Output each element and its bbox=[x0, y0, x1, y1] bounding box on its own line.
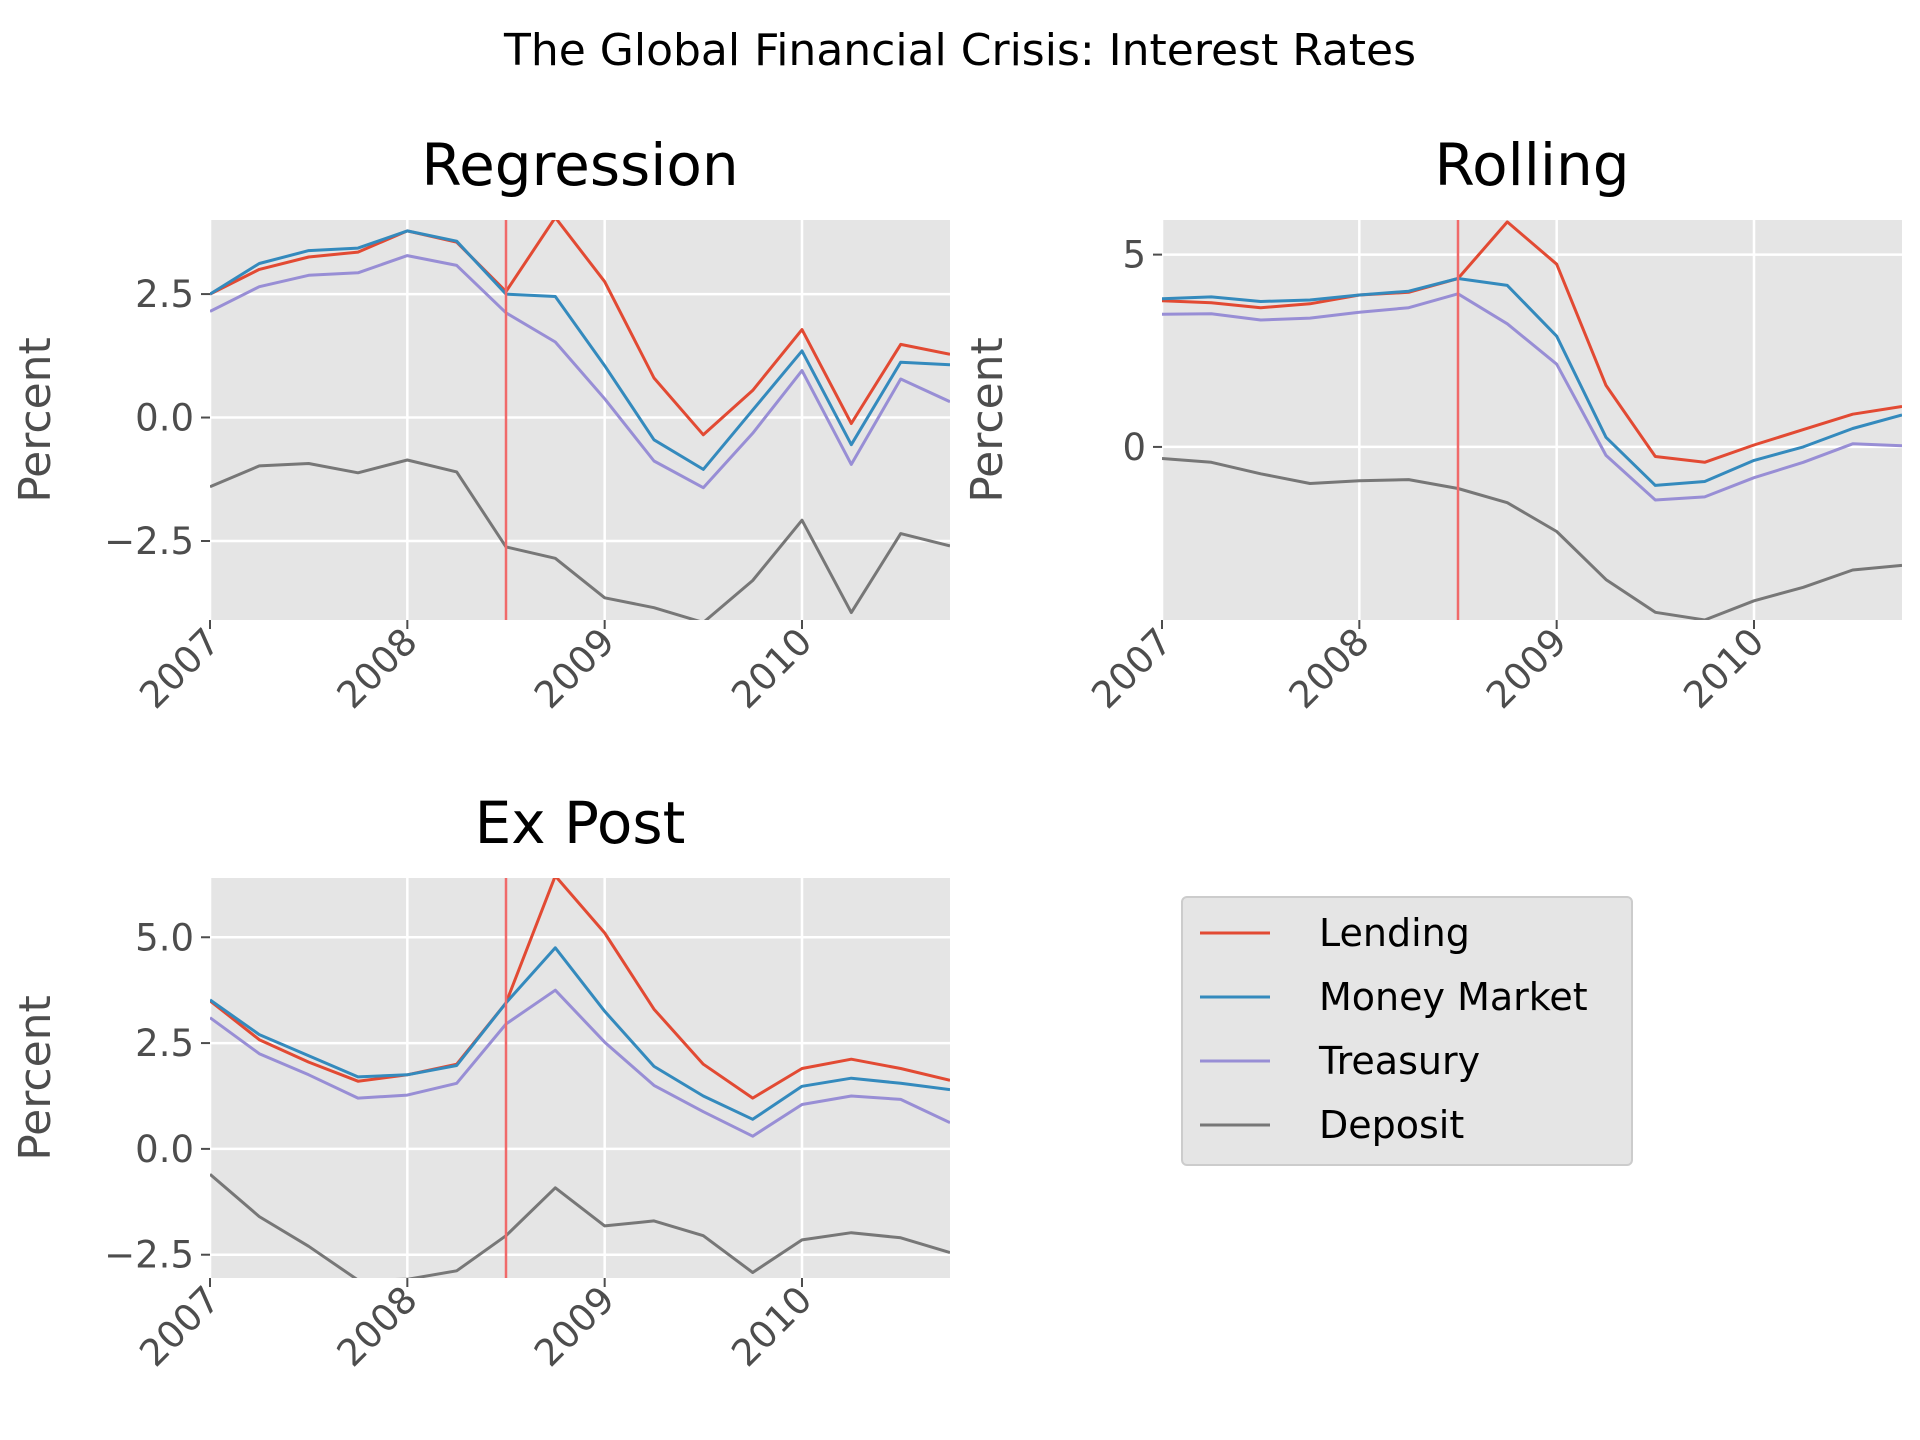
legend-item-money-market: Money Market bbox=[1200, 975, 1588, 1019]
y-axis-label: Percent bbox=[10, 337, 61, 503]
x-tick-label: 2008 bbox=[1281, 620, 1378, 717]
x-tick-label: 2007 bbox=[131, 1278, 228, 1375]
series-line-deposit bbox=[1162, 457, 1902, 620]
series-line-lending bbox=[1162, 220, 1902, 464]
legend: Lending Money Market Treasury Deposit bbox=[1181, 896, 1633, 1166]
series-line-treasury bbox=[210, 254, 950, 490]
panel-title: Rolling bbox=[1434, 131, 1629, 199]
x-tick-label: 2008 bbox=[329, 620, 426, 717]
x-tick-label: 2010 bbox=[1675, 620, 1772, 717]
legend-label: Deposit bbox=[1319, 1103, 1464, 1147]
plot-area bbox=[1162, 220, 1902, 620]
series-group bbox=[210, 220, 950, 620]
legend-item-lending: Lending bbox=[1200, 911, 1470, 955]
legend-frame bbox=[1181, 896, 1633, 1166]
y-tick-label: 2.5 bbox=[135, 1022, 194, 1065]
x-tick-label: 2010 bbox=[723, 1278, 820, 1375]
y-axis-label: Percent bbox=[962, 337, 1013, 503]
series-line-deposit bbox=[210, 458, 950, 620]
y-tick-label: 2.5 bbox=[135, 273, 194, 316]
y-tick-label: 0.0 bbox=[135, 1128, 194, 1171]
series-line-money-market bbox=[1162, 277, 1902, 487]
y-tick-label: −2.5 bbox=[104, 520, 194, 563]
series-line-deposit bbox=[210, 1173, 950, 1278]
x-tick-label: 2007 bbox=[131, 620, 228, 717]
series-line-lending bbox=[210, 878, 950, 1100]
legend-item-deposit: Deposit bbox=[1200, 1103, 1464, 1147]
legend-item-treasury: Treasury bbox=[1200, 1039, 1480, 1083]
panel-title: Regression bbox=[421, 131, 738, 199]
x-tick-label: 2010 bbox=[723, 620, 820, 717]
x-tick-label: 2008 bbox=[329, 1278, 426, 1375]
panel-ex-post: Ex Post −2.5 0.0 2.5 5.0 2007 2008 2009 2010 Perc… bbox=[10, 789, 950, 1375]
x-tick-label: 2007 bbox=[1083, 620, 1180, 717]
panel-title: Ex Post bbox=[475, 789, 686, 857]
panels: Regression −2.5 0.0 2.5 2007 2008 2009 2010 Perc… bbox=[10, 131, 1902, 1375]
x-tick-label: 2009 bbox=[526, 620, 623, 717]
series-group bbox=[210, 878, 950, 1278]
series-line-treasury bbox=[1162, 292, 1902, 502]
x-tick-label: 2009 bbox=[1478, 620, 1575, 717]
y-tick-label: 5.0 bbox=[135, 916, 194, 959]
legend-label: Treasury bbox=[1318, 1039, 1480, 1083]
x-tick-label: 2009 bbox=[526, 1278, 623, 1375]
y-tick-label: 0.0 bbox=[135, 397, 194, 440]
series-line-money-market bbox=[210, 229, 950, 471]
panel-regression: Regression −2.5 0.0 2.5 2007 2008 2009 2010 Perc… bbox=[10, 131, 950, 717]
figure-title: The Global Financial Crisis: Interest Ra… bbox=[503, 25, 1416, 76]
y-tick-label: 0 bbox=[1122, 426, 1146, 469]
series-line-lending bbox=[210, 220, 950, 437]
panel-rolling: Rolling 0 5 2007 2008 2009 2010 Percent bbox=[962, 131, 1902, 717]
y-axis-label: Percent bbox=[10, 995, 61, 1161]
series-line-treasury bbox=[210, 988, 950, 1138]
y-tick-label: 5 bbox=[1122, 234, 1146, 277]
plot-area bbox=[210, 878, 950, 1278]
legend-label: Lending bbox=[1319, 911, 1470, 955]
series-group bbox=[1162, 220, 1902, 620]
legend-label: Money Market bbox=[1319, 975, 1588, 1019]
y-tick-label: −2.5 bbox=[104, 1234, 194, 1277]
series-line-money-market bbox=[210, 946, 950, 1121]
